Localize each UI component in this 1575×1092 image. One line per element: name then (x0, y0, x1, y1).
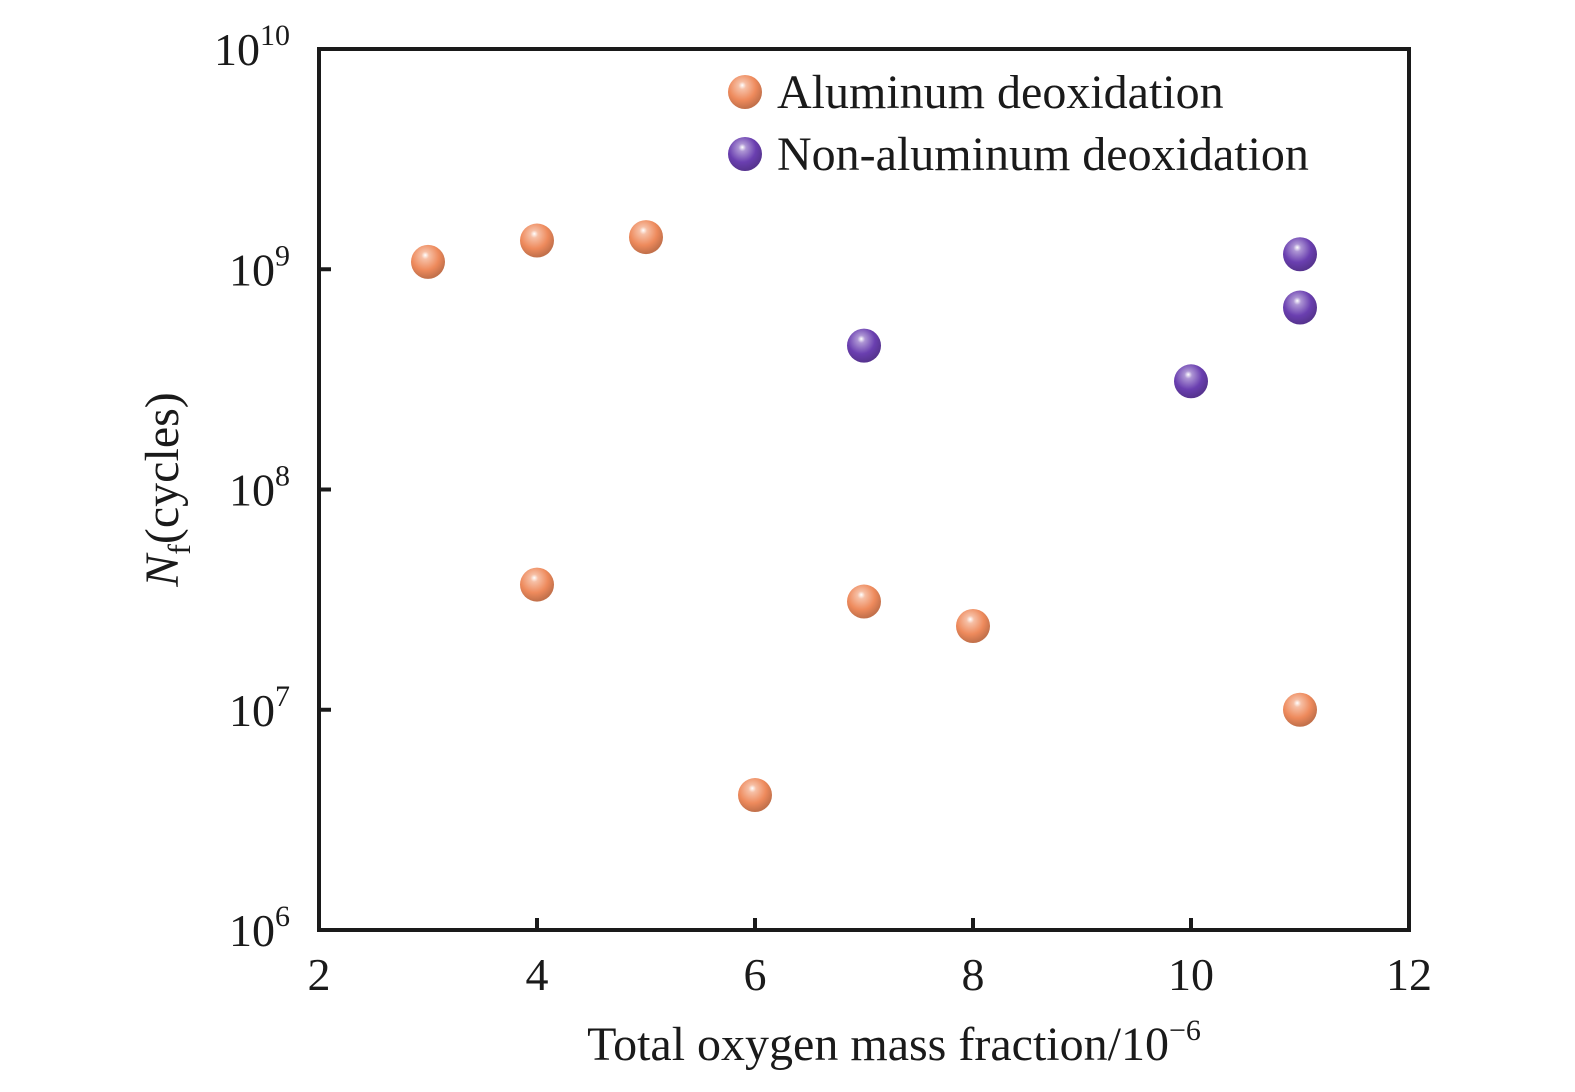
data-point (1283, 237, 1317, 272)
legend-marker (728, 137, 762, 171)
x-tick-label: 12 (1386, 949, 1432, 1000)
x-tick-label: 4 (526, 949, 549, 1000)
y-tick-label: 1010 (214, 19, 290, 75)
data-point (629, 220, 663, 255)
plot-frame (317, 47, 1411, 932)
y-tick-label: 108 (229, 460, 290, 516)
legend-label: Aluminum deoxidation (777, 66, 1224, 119)
y-tick-label: 106 (229, 900, 290, 956)
legend-label: Non-aluminum deoxidation (777, 128, 1309, 181)
data-points (411, 220, 1317, 813)
y-tick-label: 109 (229, 239, 290, 295)
y-tick-label: 107 (229, 680, 290, 736)
data-point (520, 567, 554, 602)
data-point (738, 778, 772, 813)
x-tick-label: 6 (744, 949, 767, 1000)
data-point (1283, 692, 1317, 727)
legend-marker (728, 75, 762, 109)
y-axis-title: Nf(cycles) (136, 392, 197, 588)
data-point (956, 609, 990, 644)
data-point (1283, 290, 1317, 325)
x-tick-label: 2 (308, 949, 331, 1000)
x-tick-label: 8 (962, 949, 985, 1000)
data-point (847, 584, 881, 619)
data-point (520, 223, 554, 258)
data-point (847, 328, 881, 363)
axes: 2 4 6 8 10 12 106 107 108 109 1010 Total oxygen mas… (136, 19, 1432, 1071)
data-point (1174, 364, 1208, 399)
x-axis-title: Total oxygen mass fraction/10−6 (587, 1014, 1201, 1071)
x-tick-label: 10 (1168, 949, 1214, 1000)
legend: Aluminum deoxidation Non-aluminum deoxida… (728, 66, 1309, 181)
data-point (411, 244, 445, 279)
